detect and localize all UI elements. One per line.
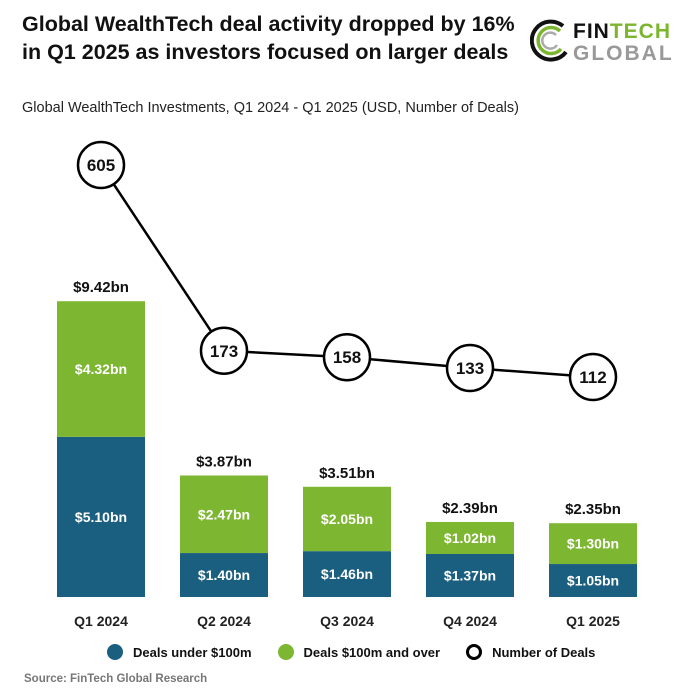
legend-label: Number of Deals bbox=[492, 644, 596, 660]
page-title: Global WealthTech deal activity dropped … bbox=[22, 12, 515, 64]
logo-ring-icon bbox=[529, 19, 568, 62]
bar-total-label: $2.39bn bbox=[442, 500, 498, 517]
deal-count-label: 112 bbox=[579, 368, 606, 387]
x-tick-label: Q4 2024 bbox=[443, 613, 497, 629]
bar-segment bbox=[180, 475, 268, 554]
deal-count-marker bbox=[199, 326, 249, 376]
bar-value-label: $2.05bn bbox=[321, 511, 373, 527]
legend-swatch-over bbox=[277, 644, 294, 660]
legend-swatch-deals bbox=[466, 644, 483, 660]
logo-text-global: GLOBAL bbox=[573, 42, 674, 65]
bar-total-label: $2.35bn bbox=[565, 501, 621, 518]
bar-segment bbox=[57, 301, 145, 437]
deal-count-marker bbox=[76, 140, 126, 190]
bar-value-label: $1.02bn bbox=[444, 530, 496, 546]
logo-text-fintech: FINTECH bbox=[573, 20, 671, 43]
x-tick-label: Q2 2024 bbox=[197, 613, 251, 629]
bar-segment bbox=[303, 486, 391, 552]
bar-segment bbox=[180, 553, 268, 597]
deal-count-marker bbox=[568, 352, 618, 402]
deal-count-label: 173 bbox=[210, 342, 238, 361]
bar-segment bbox=[426, 553, 514, 597]
legend-item-deals: Number of Deals bbox=[466, 644, 595, 660]
legend-swatch-under bbox=[107, 644, 123, 660]
bar-segment bbox=[57, 436, 145, 597]
source-note: Source: FinTech Global Research bbox=[24, 673, 208, 685]
bar-value-label: $5.10bn bbox=[75, 509, 127, 525]
deal-count-label: 158 bbox=[333, 348, 361, 367]
deal-count-label: 133 bbox=[456, 359, 484, 378]
bar-value-label: $1.05bn bbox=[567, 573, 619, 589]
x-tick-label: Q1 2025 bbox=[566, 613, 620, 629]
bar-total-label: $9.42bn bbox=[73, 279, 129, 296]
bar-total-label: $3.87bn bbox=[196, 453, 252, 470]
bar-segment bbox=[303, 551, 391, 597]
chart-subtitle: Global WealthTech Investments, Q1 2024 -… bbox=[22, 100, 519, 116]
legend-label: Deals $100m and over bbox=[303, 644, 441, 660]
deal-count-marker bbox=[445, 343, 495, 393]
bar-segment bbox=[549, 523, 637, 565]
bar-value-label: $4.32bn bbox=[75, 361, 127, 377]
bar-segment bbox=[426, 521, 514, 554]
legend: Deals under $100m Deals $100m and over N… bbox=[107, 644, 595, 660]
fintech-global-logo: FINTECH GLOBAL bbox=[529, 18, 690, 68]
deal-count-marker bbox=[322, 332, 372, 382]
bar-value-label: $1.30bn bbox=[567, 536, 619, 552]
legend-label: Deals under $100m bbox=[133, 644, 252, 660]
bar-value-label: $1.46bn bbox=[321, 566, 373, 582]
bar-value-label: $1.37bn bbox=[444, 567, 496, 583]
bar-value-label: $1.40bn bbox=[198, 567, 250, 583]
bar-value-label: $2.47bn bbox=[198, 506, 250, 522]
deal-count-label: 605 bbox=[87, 156, 115, 175]
x-tick-label: Q1 2024 bbox=[74, 613, 128, 629]
x-tick-label: Q3 2024 bbox=[320, 613, 374, 629]
bar-total-label: $3.51bn bbox=[319, 465, 375, 482]
legend-item-over: Deals $100m and over bbox=[277, 644, 441, 660]
legend-item-under: Deals under $100m bbox=[107, 644, 252, 660]
bar-segment bbox=[549, 564, 637, 597]
